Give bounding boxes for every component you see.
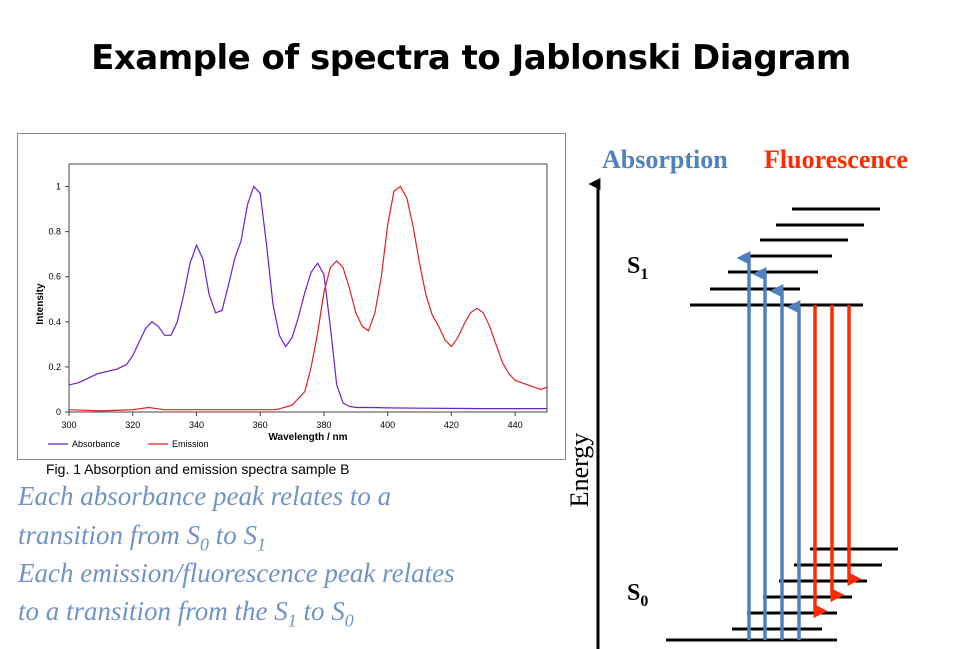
- absorption-label: Absorption: [602, 145, 728, 174]
- jablonski-diagram: Absorption Fluorescence Energy S1 S0: [565, 145, 908, 649]
- note-line-1: Each absorbance peak relates to a: [18, 481, 392, 511]
- note-line-2-mid: to S: [209, 520, 258, 550]
- x-tick-label: 300: [61, 420, 76, 430]
- y-tick-label: 0.6: [48, 272, 61, 282]
- x-tick-label: 420: [444, 420, 459, 430]
- note-line-4: to a transition from the S1 to S0: [18, 596, 354, 631]
- s0-subscript: 0: [640, 593, 648, 610]
- fluorescence-arrows: [813, 305, 862, 618]
- spectra-chart-svg: 300 320 340 360 380 400 420 440 0 0.2 0.4 0.6 0.8 1 W…: [35, 163, 548, 449]
- series-line-emission: [68, 185, 548, 412]
- plot-area: [68, 163, 548, 413]
- note-line-2-text: transition from S: [18, 520, 201, 550]
- y-tick-label: 0.2: [48, 362, 61, 372]
- note-line-4-text: to a transition from the S: [18, 596, 288, 626]
- x-tick-label: 320: [125, 420, 140, 430]
- note-line-4-sub-2: 0: [344, 610, 354, 631]
- series-line-absorbance: [68, 185, 547, 410]
- legend-label: Absorbance: [72, 439, 120, 449]
- note-line-4-sub-1: 1: [287, 610, 297, 631]
- x-tick-label: 400: [380, 420, 395, 430]
- figure-caption: Fig. 1 Absorption and emission spectra s…: [46, 461, 350, 477]
- x-tick-label: 340: [189, 420, 204, 430]
- energy-label: Energy: [565, 433, 594, 508]
- chart-legend: Absorbance Emission: [48, 439, 209, 449]
- y-tick-label: 0.8: [48, 227, 61, 237]
- y-tick-label: 0: [56, 407, 61, 417]
- x-axis-label: Wavelength / nm: [268, 432, 347, 443]
- x-tick-label: 440: [508, 420, 523, 430]
- absorption-arrows: [736, 251, 801, 640]
- legend-label: Emission: [172, 439, 209, 449]
- s1-label: S1: [627, 253, 648, 283]
- y-tick-label: 0.4: [48, 317, 61, 327]
- y-tick-label: 1: [56, 182, 61, 192]
- x-tick-label: 380: [316, 420, 331, 430]
- slide-title: Example of spectra to Jablonski Diagram: [91, 38, 851, 78]
- note-line-4-mid: to S: [296, 596, 345, 626]
- fluorescence-label: Fluorescence: [764, 145, 908, 174]
- s0-label: S0: [627, 580, 648, 610]
- s1-subscript: 1: [640, 266, 648, 283]
- note-line-3: Each emission/fluorescence peak relates: [18, 558, 455, 588]
- y-axis-label: Intensity: [35, 283, 46, 325]
- note-line-2: transition from S0 to S1: [18, 520, 266, 555]
- note-line-2-sub-2: 1: [257, 534, 267, 555]
- spectra-chart: 300 320 340 360 380 400 420 440 0 0.2 0.4 0.6 0.8 1 W…: [17, 133, 566, 460]
- x-tick-label: 360: [253, 420, 268, 430]
- s1-levels: [690, 207, 880, 307]
- note-line-2-sub-1: 0: [200, 534, 210, 555]
